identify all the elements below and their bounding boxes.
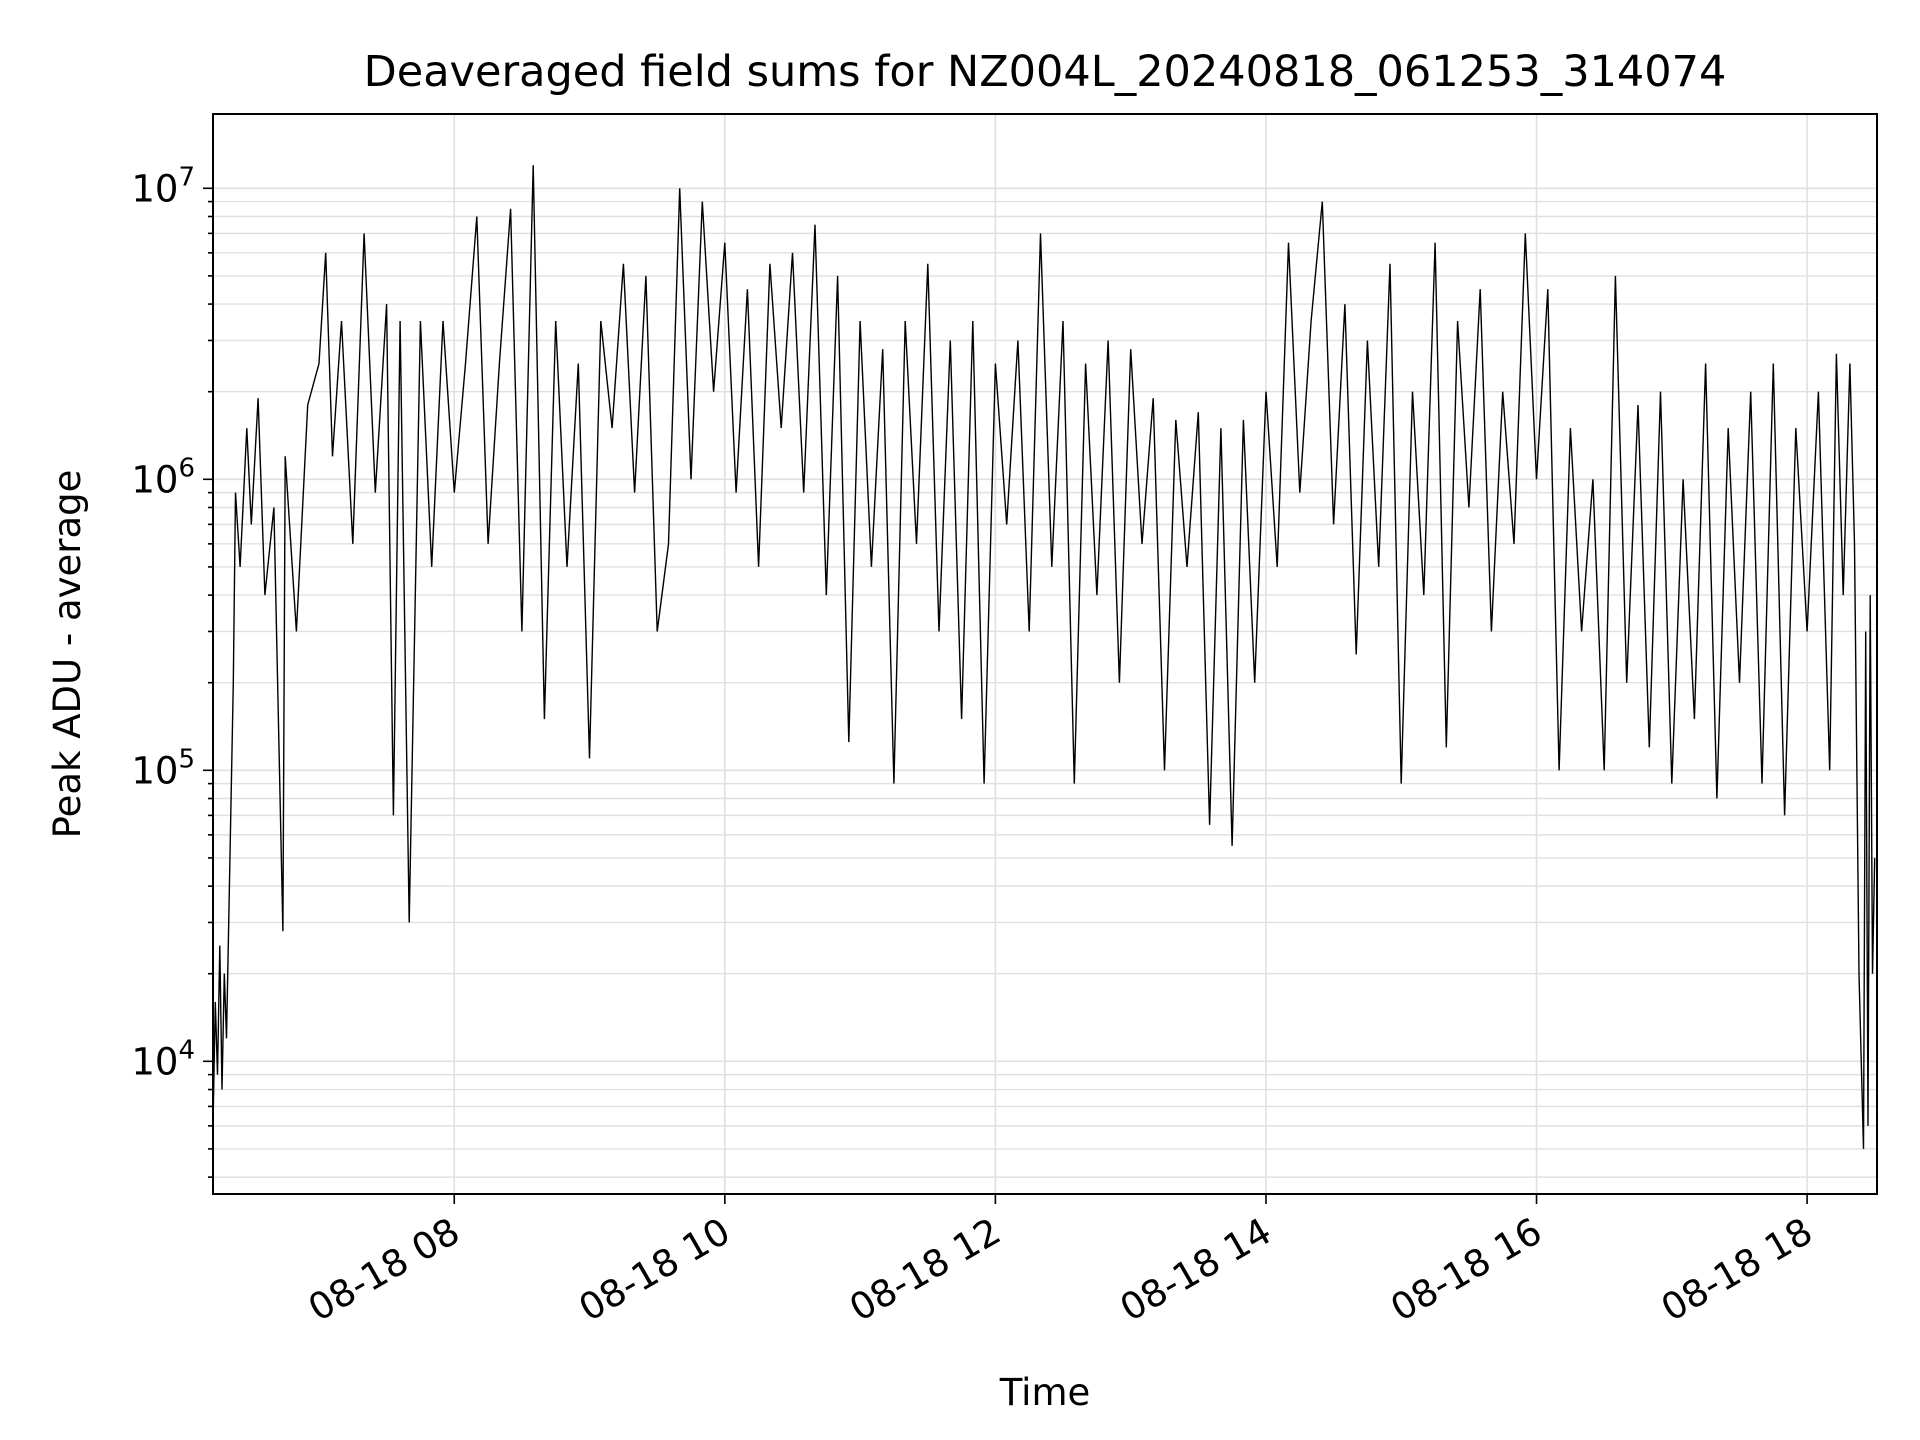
y-tick-label-base: 10	[131, 458, 178, 501]
plot-frame	[212, 113, 1878, 1195]
grid	[213, 114, 1877, 1194]
y-tick-label-base: 10	[131, 167, 178, 210]
x-axis-label: Time	[999, 1371, 1091, 1414]
y-tick-label-exponent: 7	[178, 162, 195, 192]
y-tick-label-exponent: 6	[178, 453, 195, 483]
y-axis-label: Peak ADU - average	[46, 470, 89, 839]
y-tick-label: 106	[131, 453, 195, 501]
y-tick-label: 104	[131, 1035, 195, 1083]
data-layer	[212, 165, 1876, 1149]
chart-title: Deaveraged field sums for NZ004L_2024081…	[364, 47, 1727, 97]
y-tick-label-exponent: 4	[178, 1035, 195, 1065]
y-tick-label-base: 10	[131, 1040, 178, 1083]
y-tick-label: 105	[131, 744, 195, 792]
y-tick-label-base: 10	[131, 749, 178, 792]
series-line	[212, 165, 1876, 1149]
y-tick-label-exponent: 5	[178, 744, 195, 774]
y-tick-label: 107	[131, 162, 195, 210]
